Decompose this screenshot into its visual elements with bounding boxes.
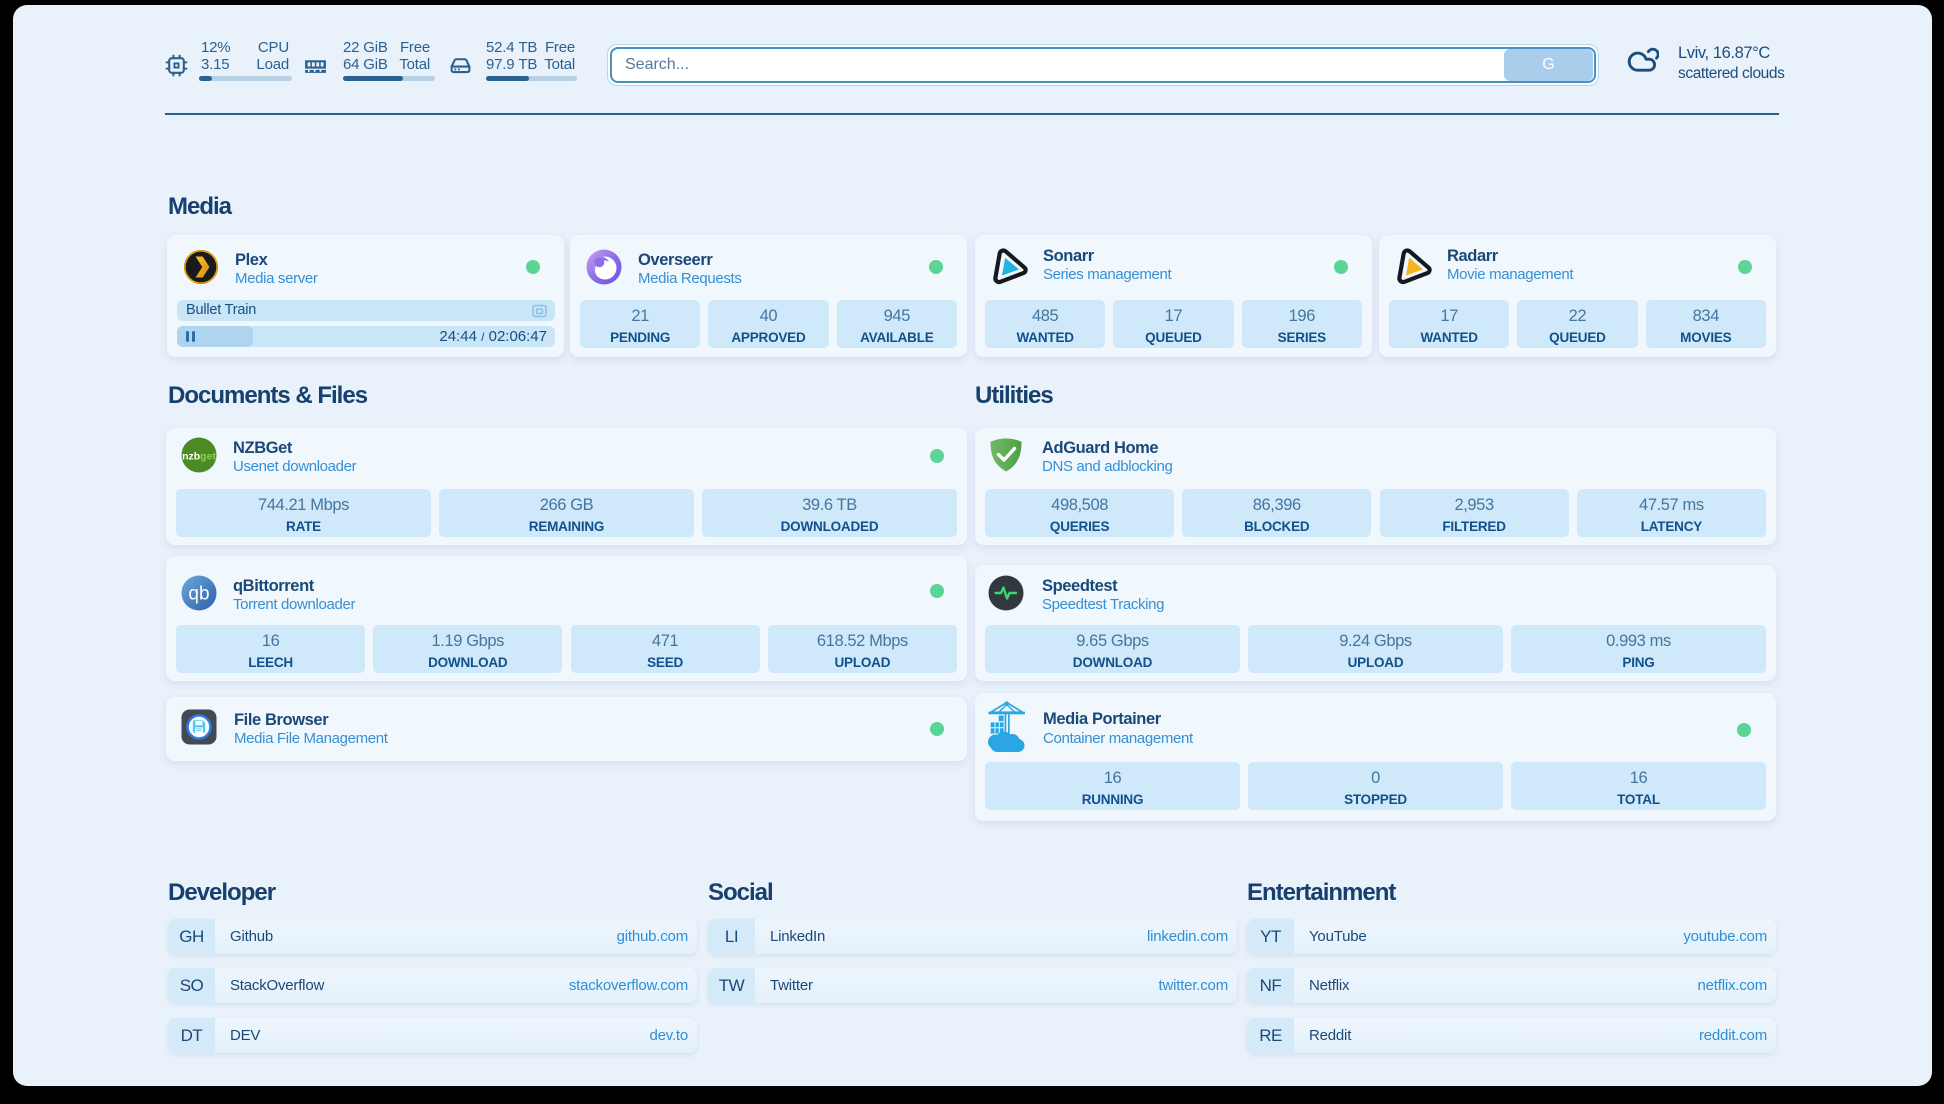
svg-text:qb: qb (188, 584, 209, 605)
svg-text:nzbget: nzbget (182, 451, 216, 463)
